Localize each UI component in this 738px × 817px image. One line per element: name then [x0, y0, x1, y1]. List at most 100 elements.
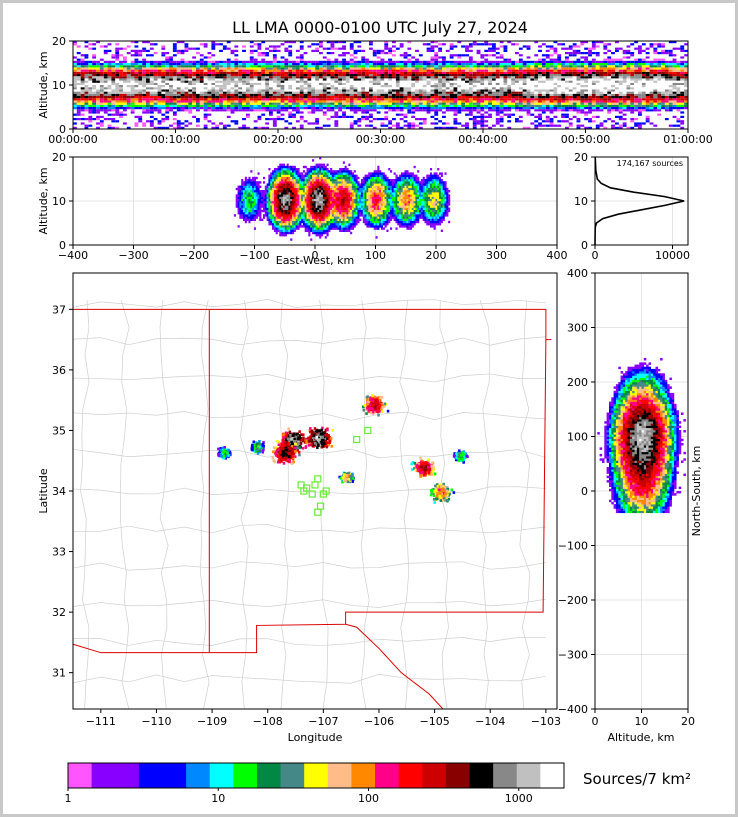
ta-density-cell — [303, 98, 308, 101]
ta-density-cell — [180, 78, 185, 81]
ta-density-cell — [392, 104, 396, 107]
ta-density-cell — [618, 126, 623, 129]
ta-density-cell — [615, 115, 619, 118]
ta-density-cell — [499, 109, 504, 112]
ta-density-cell — [645, 67, 650, 70]
ta-density-cell — [561, 47, 566, 50]
ta-density-cell — [453, 100, 458, 103]
ta-density-cell — [615, 41, 619, 44]
ta-density-cell — [88, 78, 93, 81]
ta-density-cell — [207, 120, 212, 123]
ta-density-cell — [169, 71, 173, 74]
ta-density-cell — [599, 82, 604, 85]
ta-density-cell — [176, 109, 181, 112]
ta-density-cell — [672, 98, 677, 101]
ta-density-cell — [438, 43, 443, 46]
ew-density-cell — [252, 181, 255, 184]
ew-density-cell — [263, 190, 266, 193]
ta-density-cell — [261, 54, 266, 57]
ta-density-cell — [96, 115, 100, 118]
ta-density-cell — [219, 67, 223, 70]
ta-density-cell — [503, 60, 508, 63]
ta-density-cell — [457, 41, 462, 44]
ta-density-cell — [345, 74, 350, 77]
ta-density-cell — [607, 82, 612, 85]
ta-density-cell — [418, 76, 423, 79]
ta-density-cell — [226, 63, 231, 66]
ta-density-cell — [591, 100, 596, 103]
ta-density-cell — [492, 47, 496, 50]
ta-density-cell — [649, 69, 654, 72]
ew-density-cell — [253, 196, 257, 199]
ta-density-cell — [142, 104, 147, 107]
ta-density-cell — [553, 98, 558, 101]
ta-density-cell — [288, 85, 293, 88]
ta-density-cell — [238, 87, 243, 90]
ta-density-cell — [107, 102, 112, 105]
ew-density-cell — [259, 207, 262, 210]
ta-density-cell — [615, 122, 619, 125]
ta-density-cell — [476, 107, 481, 110]
ta-density-cell — [684, 67, 688, 70]
ta-density-cell — [134, 60, 139, 63]
ta-density-cell — [322, 47, 327, 50]
ta-density-cell — [668, 96, 673, 99]
ta-density-cell — [499, 85, 504, 88]
ta-density-cell — [265, 69, 270, 72]
ta-density-cell — [369, 41, 373, 44]
ta-density-cell — [426, 76, 431, 79]
ta-density-cell — [295, 85, 300, 88]
ew-density-cell — [250, 196, 253, 199]
ta-density-cell — [399, 118, 404, 121]
ta-density-cell — [411, 98, 416, 101]
ta-density-cell — [549, 45, 554, 48]
ew-density-cell — [268, 218, 271, 221]
ta-density-cell — [315, 82, 320, 85]
ta-density-cell — [299, 74, 304, 77]
ta-density-cell — [307, 71, 312, 74]
ta-density-cell — [442, 122, 446, 125]
ta-density-cell — [565, 89, 569, 92]
ta-density-cell — [161, 80, 166, 83]
ta-density-cell — [257, 100, 262, 103]
ta-density-cell — [357, 89, 362, 92]
ta-density-cell — [215, 67, 220, 70]
ta-density-cell — [638, 74, 642, 77]
ta-density-cell — [399, 104, 404, 107]
ta-density-cell — [622, 122, 627, 125]
ta-density-cell — [392, 80, 396, 83]
ta-density-cell — [565, 120, 569, 123]
ta-density-cell — [499, 89, 504, 92]
ta-density-cell — [607, 74, 612, 77]
ta-density-cell — [588, 100, 592, 103]
ta-density-cell — [92, 71, 97, 74]
ta-density-cell — [457, 85, 462, 88]
ew-density-cell — [272, 214, 275, 217]
ew-density-cell — [241, 201, 244, 204]
ta-density-cell — [445, 89, 450, 92]
ew-density-cell — [255, 187, 258, 191]
ta-density-cell — [349, 124, 354, 127]
ta-density-cell — [534, 107, 539, 110]
ta-density-cell — [188, 65, 193, 68]
ta-density-cell — [199, 78, 204, 81]
ta-density-cell — [157, 80, 162, 83]
ew-density-cell — [250, 179, 253, 182]
ew-density-cell — [248, 187, 251, 191]
ta-density-cell — [111, 67, 116, 70]
ta-density-cell — [515, 98, 519, 101]
ta-density-cell — [172, 67, 177, 70]
ta-density-cell — [415, 58, 419, 61]
ta-density-cell — [395, 100, 400, 103]
ta-density-cell — [219, 107, 223, 110]
ta-density-cell — [203, 80, 208, 83]
ta-density-cell — [376, 49, 381, 52]
ta-density-cell — [622, 65, 627, 68]
ta-density-cell — [392, 41, 396, 44]
ta-density-cell — [153, 104, 158, 107]
ta-density-cell — [649, 91, 654, 94]
ta-density-cell — [115, 126, 120, 129]
ta-density-cell — [430, 76, 435, 79]
ta-density-cell — [572, 80, 577, 83]
ew-density-cell — [253, 183, 257, 186]
